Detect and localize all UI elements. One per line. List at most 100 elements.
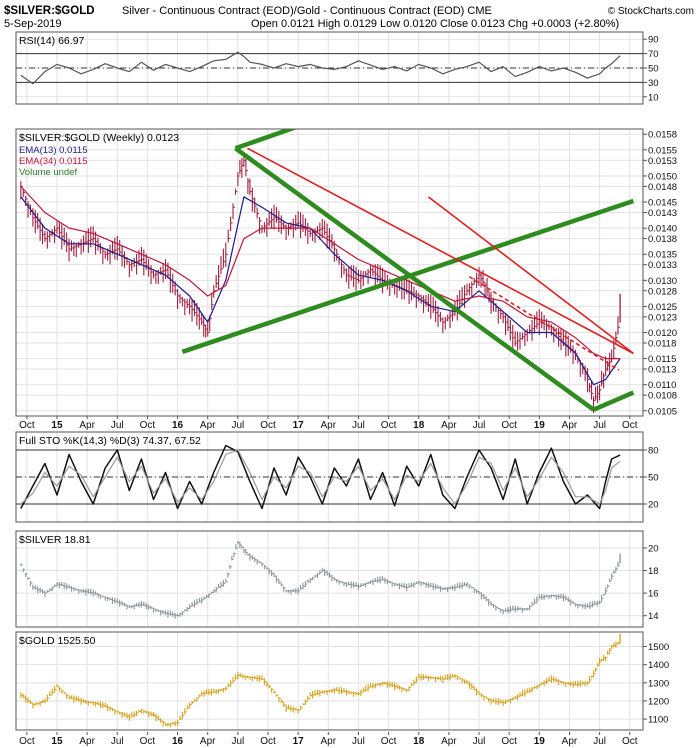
xaxis-bot-tick-label-9: 17: [293, 736, 305, 747]
price-ytick-label-8: 0.0125: [648, 302, 677, 313]
xaxis-mid-tick-label-2: Apr: [79, 420, 95, 431]
gold-bars: [20, 634, 621, 728]
rsi-ytick-label-4: 90: [648, 35, 659, 46]
price-trendline-4: [247, 147, 634, 355]
sto-ytick-label-0: 20: [648, 500, 659, 511]
xaxis-bot-tick-label-6: Apr: [200, 736, 216, 747]
price-legend-1: EMA(34) 0.0115: [19, 156, 87, 167]
price-trendline-5: [427, 196, 634, 355]
sto-ytick-label-1: 50: [648, 473, 659, 484]
chart-date: 5-Sep-2019: [4, 18, 62, 30]
price-trendline-3: [592, 390, 635, 412]
price-ytick-label-9: 0.0128: [648, 286, 677, 297]
xaxis-bot-tick-label-18: Apr: [562, 736, 578, 747]
xaxis-mid-tick-label-8: Oct: [260, 420, 276, 431]
xaxis-bot-tick-label-7: Jul: [231, 736, 244, 747]
xaxis-mid-tick-label-13: 18: [413, 420, 425, 431]
xaxis-mid-tick-label-9: 17: [293, 420, 305, 431]
price-trendline-1: [234, 146, 595, 412]
silver-title: $SILVER 18.81: [19, 534, 91, 546]
x-axis-middle: Oct 15 Apr Jul Oct 16 Apr Jul Oct 17 Apr Jul Oct 18 Ap…: [19, 416, 638, 431]
xaxis-mid-tick-label-11: Jul: [352, 420, 365, 431]
price-trendline-6: [468, 275, 620, 371]
silver-frame: [15, 530, 644, 628]
price-ytick-label-10: 0.0130: [648, 276, 677, 287]
rsi-ytick-label-3: 70: [648, 49, 659, 60]
xaxis-mid-tick-label-20: Oct: [622, 420, 638, 431]
gold-ytick-label-1: 1200: [648, 696, 669, 707]
xaxis-bot-tick-label-15: Jul: [473, 736, 486, 747]
xaxis-mid-tick-label-5: 16: [172, 420, 184, 431]
price-panel: 0.01050.01080.01100.01130.01150.01180.01…: [15, 128, 677, 417]
xaxis-mid-tick-label-15: Jul: [473, 420, 486, 431]
silver-panel: 14 16 18 20 $SILVER 18.81: [15, 530, 659, 628]
price-ytick-label-21: 0.0158: [648, 130, 677, 141]
silver-plot-area: [20, 541, 621, 619]
price-bars: [20, 154, 621, 414]
price-ytick-label-7: 0.0123: [648, 312, 677, 323]
xaxis-bot-tick-label-16: Oct: [501, 736, 517, 747]
xaxis-bot-tick-label-4: Oct: [140, 736, 156, 747]
xaxis-bot-tick-label-0: Oct: [19, 736, 35, 747]
price-ytick-label-2: 0.0110: [648, 380, 676, 391]
gold-ytick-label-0: 1100: [648, 715, 668, 726]
xaxis-mid-tick-label-3: Jul: [111, 420, 124, 431]
price-title: $SILVER:$GOLD (Weekly) 0.0123: [19, 132, 179, 144]
rsi-series-0: [20, 51, 621, 85]
silver-bars: [20, 541, 621, 619]
price-ytick-label-12: 0.0135: [648, 250, 677, 261]
price-ytick-label-6: 0.0120: [648, 328, 677, 339]
rsi-plot-area: [20, 51, 621, 85]
xaxis-bot-tick-label-3: Jul: [111, 736, 124, 747]
stochastic-panel: 20 50 80 Full STO %K(14,3) %D(3) 74.37, 67.…: [15, 431, 659, 523]
chart-ohlc: Open 0.0121 High 0.0129 Low 0.0120 Close…: [251, 18, 619, 30]
rsi-ytick-label-1: 30: [648, 78, 659, 89]
price-ytick-label-5: 0.0118: [648, 338, 676, 349]
xaxis-mid-tick-label-17: 19: [534, 420, 546, 431]
sto-frame: [15, 431, 644, 523]
xaxis-bot-tick-label-12: Oct: [381, 736, 397, 747]
price-ytick-label-4: 0.0115: [648, 354, 676, 365]
xaxis-mid-tick-label-12: Oct: [381, 420, 397, 431]
rsi-frame: [15, 31, 644, 105]
chart-description: Silver - Continuous Contract (EOD)/Gold …: [122, 5, 492, 17]
gold-plot-area: [20, 634, 621, 728]
rsi-ytick-label-2: 50: [648, 64, 659, 75]
price-ytick-label-3: 0.0113: [648, 365, 676, 376]
silver-ytick-label-3: 20: [648, 543, 659, 554]
xaxis-mid-tick-label-7: Jul: [231, 420, 244, 431]
xaxis-bot-tick-label-8: Oct: [260, 736, 276, 747]
price-trendline-2: [181, 198, 635, 354]
xaxis-bot-tick-label-1: 15: [51, 736, 63, 747]
price-ytick-label-14: 0.0140: [648, 224, 677, 235]
xaxis-mid-tick-label-18: Apr: [562, 420, 578, 431]
rsi-ytick-label-0: 10: [648, 92, 659, 103]
xaxis-mid-tick-label-0: Oct: [19, 420, 35, 431]
price-ytick-label-18: 0.0150: [648, 171, 677, 182]
rsi-panel: 10 30 50 70 90 RSI(14) 66.97: [15, 31, 659, 105]
x-axis-bottom: Oct 15 Apr Jul Oct 16 Apr Jul Oct 17 Apr Jul Oct 18 Ap…: [19, 732, 638, 747]
xaxis-bot-tick-label-13: 18: [413, 736, 425, 747]
price-ytick-label-0: 0.0105: [648, 406, 677, 417]
silver-ytick-label-1: 16: [648, 589, 659, 600]
chart-symbol: $SILVER:$GOLD: [4, 5, 95, 17]
price-frame: [15, 128, 644, 417]
sto-title: Full STO %K(14,3) %D(3) 74.37, 67.52: [19, 435, 201, 447]
price-ytick-label-1: 0.0108: [648, 391, 677, 402]
xaxis-bot-tick-label-2: Apr: [79, 736, 95, 747]
xaxis-mid-tick-label-4: Oct: [140, 420, 156, 431]
price-legend-2: Volume undef: [19, 167, 77, 178]
xaxis-bot-tick-label-19: Jul: [593, 736, 606, 747]
gold-title: $GOLD 1525.50: [19, 635, 96, 647]
xaxis-mid-tick-label-14: Apr: [441, 420, 457, 431]
xaxis-bot-tick-label-20: Oct: [622, 736, 638, 747]
sto-series-1: [20, 449, 621, 505]
gold-ytick-label-4: 1500: [648, 642, 669, 653]
rsi-title: RSI(14) 66.97: [19, 35, 85, 47]
xaxis-bot-tick-label-10: Apr: [321, 736, 337, 747]
gold-ytick-label-2: 1300: [648, 678, 669, 689]
silver-ytick-label-0: 14: [648, 611, 659, 622]
sto-ytick-label-2: 80: [648, 446, 659, 457]
